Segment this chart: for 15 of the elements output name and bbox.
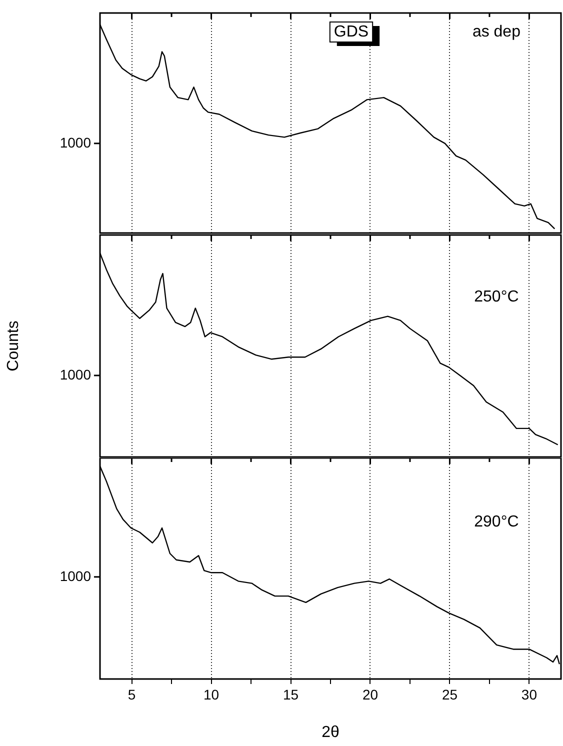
x-tick-label: 20: [362, 686, 378, 702]
x-tick-label: 10: [203, 686, 220, 702]
x-tick-label: 30: [521, 686, 538, 702]
x-tick-label: 25: [442, 686, 458, 702]
annotation: as dep: [472, 23, 521, 40]
x-tick-label: 15: [282, 686, 299, 702]
text: 1000: [60, 366, 92, 382]
text: 1000: [60, 134, 92, 150]
annotation: 290°C: [474, 513, 519, 530]
x-axis-title: 2θ: [322, 724, 340, 741]
y-axis-title: Counts: [5, 320, 22, 372]
annotation: GDS: [334, 23, 369, 40]
text: 1000: [60, 568, 92, 584]
annotation: 250°C: [474, 288, 519, 306]
x-tick-label: 5: [128, 686, 136, 702]
